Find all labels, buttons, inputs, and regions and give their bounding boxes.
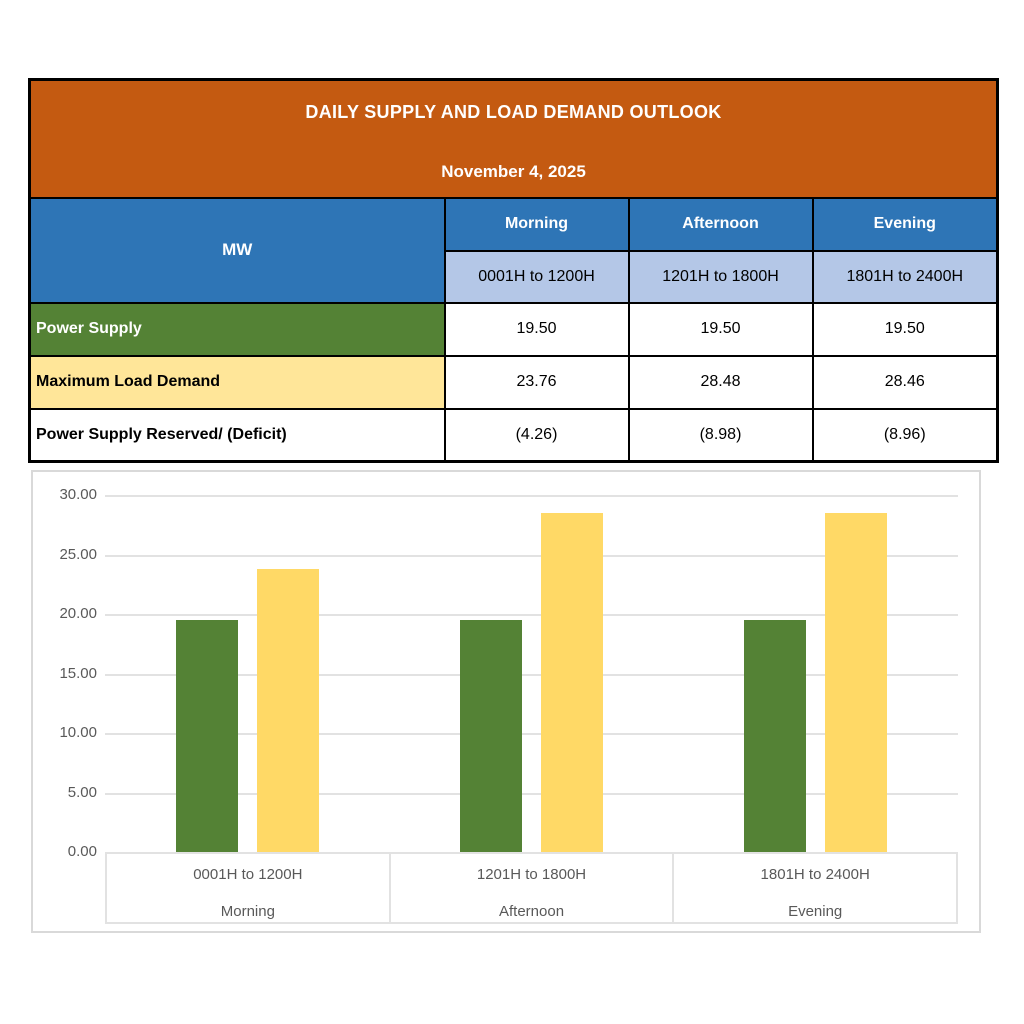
time-range-evening: 1801H to 2400H [811,249,999,304]
table-date: November 4, 2025 [441,161,586,181]
x-category-afternoon: 1201H to 1800H Afternoon [388,854,673,922]
period-header-afternoon: Afternoon [627,196,814,252]
bar-power-supply-1 [460,620,522,852]
reserve-afternoon-value: (8.98) [627,407,814,463]
max-load-afternoon-value: 28.48 [627,354,814,410]
power-supply-evening-value: 19.50 [811,301,999,357]
chart-plot-area [105,495,958,852]
x-category-morning: 0001H to 1200H Morning [107,854,389,922]
y-tick-label: 0.00 [67,843,97,860]
reserve-morning-value: (4.26) [443,407,630,463]
bar-power-supply-0 [175,620,238,852]
table-row-power-supply: Power Supply 19.50 19.50 19.50 [28,301,999,357]
gridline [105,673,958,676]
max-load-evening-value: 28.46 [811,354,999,410]
y-tick-label: 30.00 [59,486,97,503]
period-header-evening: Evening [811,196,999,252]
bar-maximum-load-demand-1 [541,513,603,852]
period-header-morning: Morning [443,196,630,252]
gridline [105,733,958,735]
time-range-row: 0001H to 1200H 1201H to 1800H 1801H to 2… [30,249,999,304]
table-title: DAILY SUPPLY AND LOAD DEMAND OUTLOOK [305,101,722,122]
row-label-reserve-deficit: Power Supply Reserved/ (Deficit) [28,407,446,463]
power-supply-afternoon-value: 19.50 [627,301,814,357]
x-category-range-label: 0001H to 1200H [193,866,303,883]
period-header-row: MW Morning Afternoon Evening [28,196,999,304]
row-label-max-load-demand: Maximum Load Demand [28,354,446,410]
y-tick-label: 20.00 [59,605,97,622]
x-category-evening: 1801H to 2400H Evening [672,854,956,922]
time-range-afternoon: 1201H to 1800H [627,249,814,304]
unit-header-cell: MW [28,196,446,304]
y-tick-label: 5.00 [67,783,97,801]
x-category-period-label: Evening [788,903,843,920]
time-range-morning: 0001H to 1200H [443,249,630,304]
x-category-range-label: 1201H to 1800H [476,866,587,883]
gridline [105,495,958,497]
x-category-period-label: Morning [220,903,275,920]
y-tick-label: 10.00 [59,724,97,741]
outlook-table: DAILY SUPPLY AND LOAD DEMAND OUTLOOK Nov… [28,78,999,463]
x-category-period-label: Afternoon [498,903,565,920]
reserve-evening-value: (8.96) [811,407,999,463]
table-header-cell: DAILY SUPPLY AND LOAD DEMAND OUTLOOK Nov… [28,78,999,199]
x-category-range-label: 1801H to 2400H [760,866,870,883]
max-load-morning-value: 23.76 [443,354,630,410]
y-tick-label: 15.00 [59,664,97,682]
table-row-reserve-deficit: Power Supply Reserved/ (Deficit) (4.26) … [28,407,999,463]
chart-x-axis: 0001H to 1200H Morning 1201H to 1800H After… [105,852,958,924]
y-tick-label: 25.00 [59,545,97,563]
gridline [105,614,958,616]
power-supply-morning-value: 19.50 [443,301,630,357]
table-row-max-load-demand: Maximum Load Demand 23.76 28.48 28.46 [28,354,999,410]
table-title-row: DAILY SUPPLY AND LOAD DEMAND OUTLOOK Nov… [28,78,999,199]
bar-power-supply-2 [744,620,807,852]
bar-maximum-load-demand-2 [825,513,888,852]
row-label-power-supply: Power Supply [28,301,446,357]
bar-maximum-load-demand-0 [256,569,319,852]
supply-demand-bar-chart: 30.00 25.00 20.00 15.00 10.00 5.00 0.00 0001H … [31,470,981,933]
gridline [105,792,958,795]
gridline [105,554,958,557]
